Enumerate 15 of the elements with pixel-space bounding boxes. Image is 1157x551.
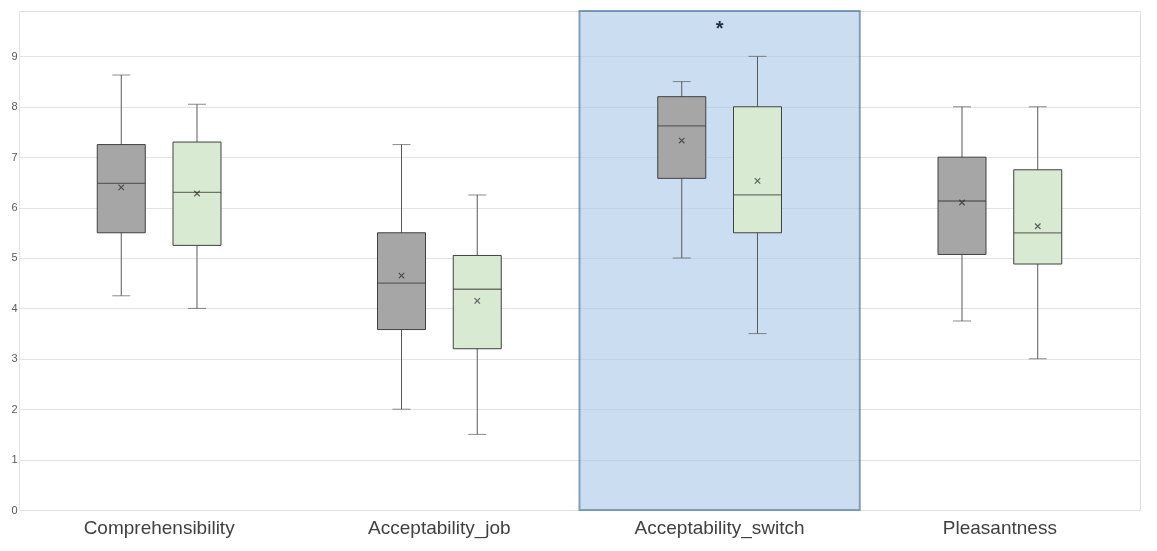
x-tick-label: Acceptability_job — [368, 516, 511, 539]
y-tick-label: 4 — [11, 301, 18, 314]
x-tick-label: Comprehensibility — [83, 516, 236, 538]
y-tick-label: 2 — [11, 402, 18, 415]
y-tick-label: 0 — [11, 503, 18, 516]
x-tick-label: Acceptability_switch — [634, 516, 805, 539]
y-tick-label: 1 — [11, 453, 18, 466]
y-tick-label: 8 — [11, 100, 18, 113]
y-tick-label: 7 — [11, 150, 18, 163]
y-tick-label: 5 — [11, 251, 18, 264]
x-tick-label: Pleasantness — [942, 516, 1057, 538]
annotation: * — [715, 17, 724, 39]
y-tick-label: 3 — [11, 352, 18, 365]
y-tick-label: 9 — [11, 49, 18, 62]
y-tick-label: 6 — [11, 201, 18, 214]
